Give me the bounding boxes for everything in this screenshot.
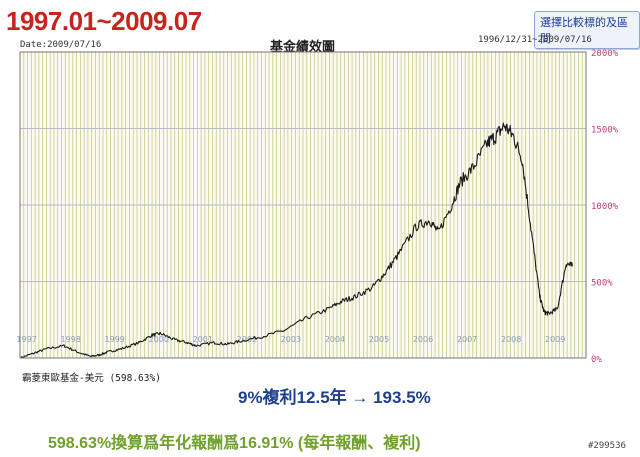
x-axis-ticks: 1997 1998 1999 2000 2001 2002 2003 2004 2005 2006… — [16, 335, 565, 344]
annualized-annotation: 598.63%換算爲年化報酬爲16.91% (每年報酬、複利) — [48, 435, 421, 452]
date-range-label: 1996/12/31~2009/07/16 — [478, 35, 592, 45]
x-tick-label: 2002 — [237, 335, 257, 344]
period-title: 1997.01~2009.07 — [6, 6, 202, 36]
y-tick-label: 2000% — [591, 49, 619, 59]
x-tick-label: 2009 — [545, 335, 565, 344]
plot-border — [19, 51, 587, 359]
x-tick-label: 2008 — [501, 335, 521, 344]
y-axis-ticks: 0% 500% 1000% 1500% 2000% — [591, 49, 619, 365]
x-tick-label: 2006 — [413, 335, 433, 344]
x-tick-label: 2003 — [281, 335, 301, 344]
x-tick-label: 1998 — [60, 335, 80, 344]
x-tick-label: 2001 — [193, 335, 213, 344]
x-tick-label: 2007 — [457, 335, 477, 344]
y-tick-label: 500% — [591, 279, 613, 289]
x-tick-label: 1999 — [105, 335, 125, 344]
date-label: Date:2009/07/16 — [20, 40, 102, 50]
x-tick-label: 2000 — [149, 335, 169, 344]
image-stamp: #299536 — [588, 441, 626, 451]
series-label: 霸菱東歐基金-美元 (598.63%) — [22, 373, 161, 384]
x-tick-label: 1997 — [16, 335, 36, 344]
y-tick-label: 1500% — [591, 126, 619, 136]
x-tick-label: 2004 — [325, 335, 345, 344]
x-tick-label: 2005 — [369, 335, 389, 344]
chart-title: 基金績效圖 — [270, 40, 336, 55]
y-tick-label: 1000% — [591, 202, 619, 212]
y-tick-label: 0% — [591, 355, 602, 365]
compound-annotation: 9%複利12.5年 → 193.5% — [238, 388, 431, 407]
compare-button[interactable]: 選擇比較標的及區間 — [534, 11, 640, 49]
series-line — [20, 122, 573, 359]
